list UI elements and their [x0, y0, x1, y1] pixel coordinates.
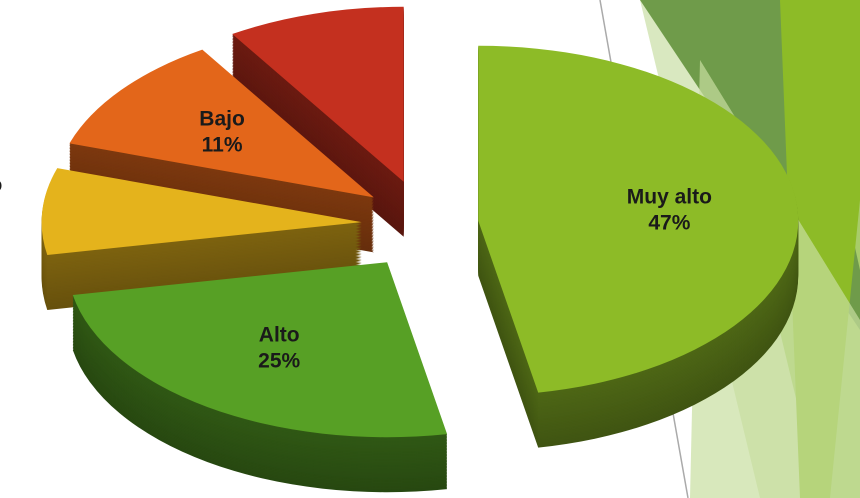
- slice-label-value: 47%: [648, 211, 690, 234]
- slice: [41, 168, 362, 255]
- slice-label-value: 25%: [258, 350, 300, 373]
- slice-label-category: Bajo: [199, 108, 245, 131]
- slice: [232, 6, 404, 182]
- slice: [69, 49, 374, 198]
- slice-label-category: Alto: [259, 324, 300, 347]
- slice-label-category: Muy alto: [627, 185, 712, 208]
- slice: [72, 262, 448, 438]
- slice-label-category: Medio: [0, 173, 2, 196]
- slice: [478, 45, 799, 393]
- slice-label-value: 11%: [202, 134, 243, 157]
